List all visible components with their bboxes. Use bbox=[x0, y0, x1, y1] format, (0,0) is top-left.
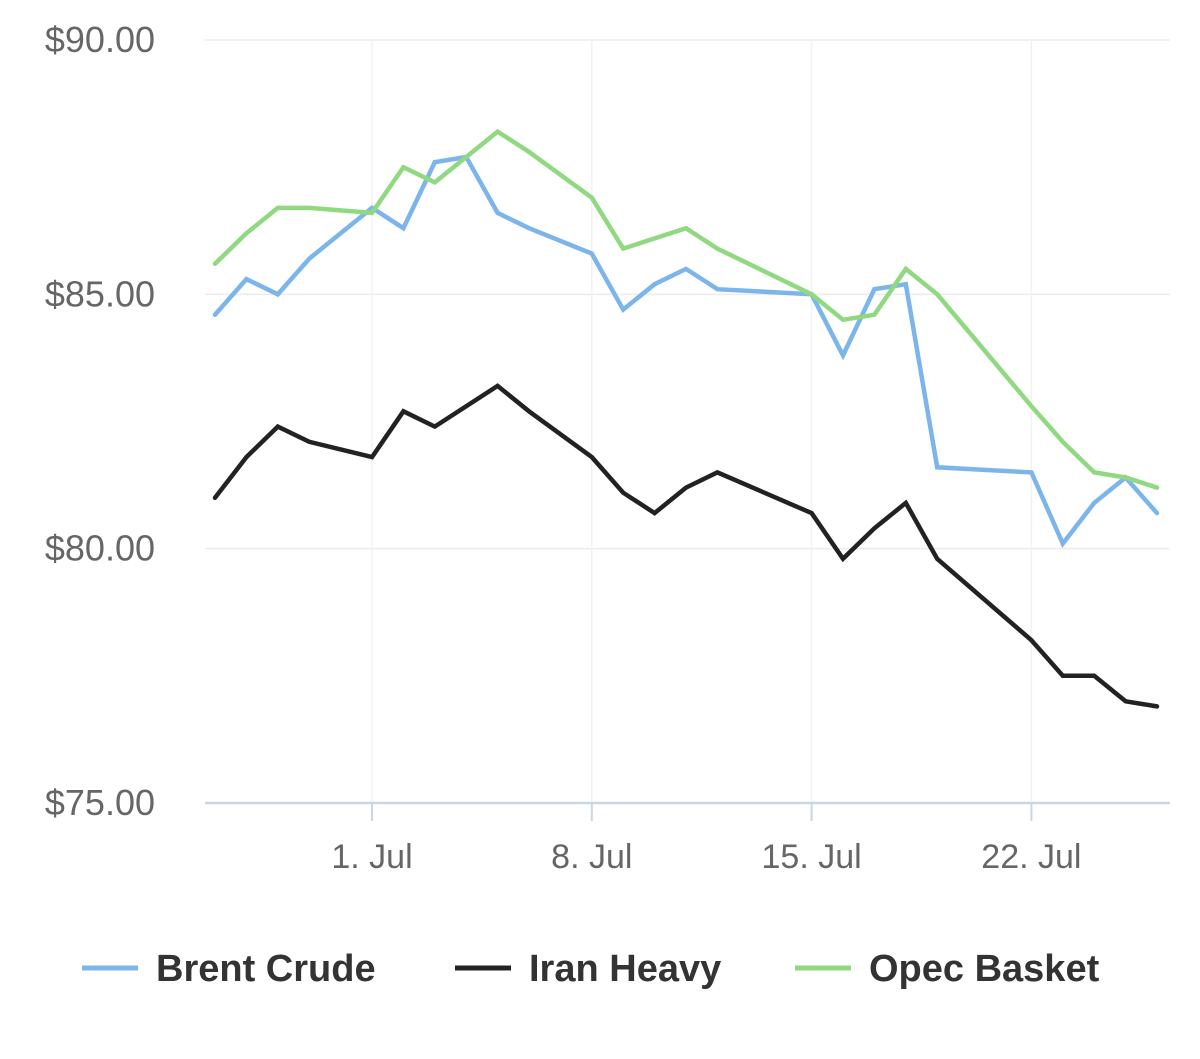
y-tick-label: $75.00 bbox=[45, 782, 155, 823]
series-line-opec-basket bbox=[212, 128, 1160, 490]
series-line-iran-heavy bbox=[212, 383, 1160, 709]
x-tick-label: 22. Jul bbox=[981, 838, 1081, 876]
y-tick-label: $80.00 bbox=[45, 528, 155, 569]
x-tick-label: 1. Jul bbox=[331, 838, 412, 876]
legend-label-brent-crude[interactable]: Brent Crude bbox=[156, 948, 376, 990]
x-tick-label: 15. Jul bbox=[762, 838, 862, 876]
y-tick-label: $85.00 bbox=[45, 273, 155, 314]
x-tick-label: 8. Jul bbox=[551, 838, 632, 876]
legend-label-opec-basket[interactable]: Opec Basket bbox=[869, 948, 1100, 990]
y-tick-label: $90.00 bbox=[45, 19, 155, 60]
legend-label-iran-heavy[interactable]: Iran Heavy bbox=[529, 948, 721, 990]
series-line-brent-crude bbox=[212, 154, 1160, 548]
